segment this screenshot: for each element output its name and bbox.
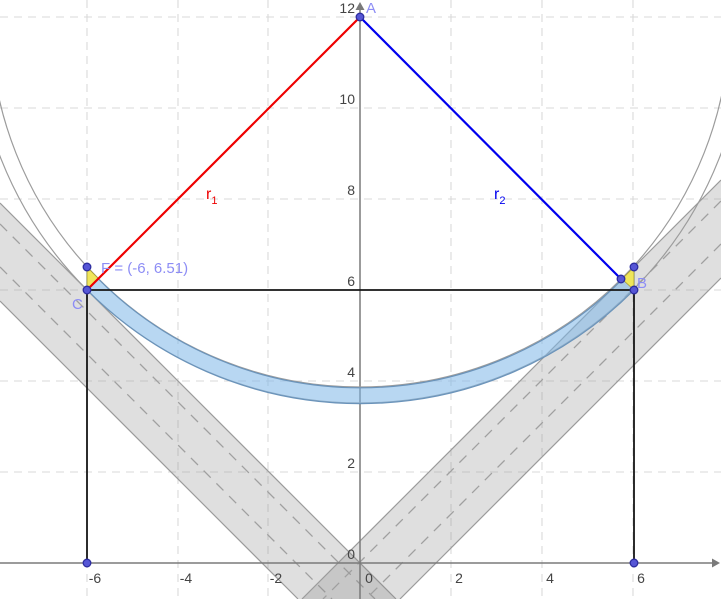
x-tick: -6 <box>89 570 102 586</box>
point-r2-end[interactable] <box>616 274 626 284</box>
label-point-f[interactable]: F = (-6, 6.51) <box>101 260 188 277</box>
point-bottom-right[interactable] <box>629 558 639 568</box>
y-axis-arrow-icon <box>355 2 365 10</box>
x-tick: 6 <box>637 570 645 586</box>
x-tick: 4 <box>546 570 554 586</box>
label-r2[interactable]: r2 <box>494 186 505 207</box>
yellow-triangle-right[interactable] <box>621 266 635 291</box>
band-right-dashed-line2[interactable] <box>365 243 721 599</box>
y-tick: 4 <box>347 364 355 380</box>
band-left-dashed-line[interactable] <box>0 223 376 599</box>
point-f[interactable] <box>82 262 92 272</box>
point-c[interactable] <box>82 285 92 295</box>
band-right-dashed-line[interactable] <box>322 200 721 599</box>
point-a[interactable] <box>355 12 365 22</box>
point-bottom-left[interactable] <box>82 558 92 568</box>
x-tick-labels: -6 -4 -2 0 2 4 6 <box>89 570 645 586</box>
label-point-b[interactable]: B <box>637 275 647 292</box>
y-tick: 8 <box>347 182 355 198</box>
band-left-dashed-line2[interactable] <box>0 266 333 599</box>
x-tick: 2 <box>455 570 463 586</box>
inner-circle[interactable] <box>0 0 721 388</box>
x-tick: -2 <box>270 570 283 586</box>
x-tick: -4 <box>180 570 193 586</box>
y-tick: 0 <box>347 546 355 562</box>
label-r1[interactable]: r1 <box>206 186 217 207</box>
point-right-upper[interactable] <box>629 262 639 272</box>
label-point-c[interactable]: C <box>72 296 83 313</box>
y-tick: 10 <box>339 91 355 107</box>
points[interactable] <box>82 12 639 568</box>
y-tick: 2 <box>347 455 355 471</box>
y-tick: 12 <box>339 0 355 16</box>
segment-r1[interactable] <box>86 16 361 291</box>
segment-r2[interactable] <box>359 16 622 280</box>
point-b[interactable] <box>629 285 639 295</box>
label-point-a[interactable]: A <box>366 0 376 17</box>
x-tick: 0 <box>365 570 373 586</box>
y-tick-labels: 12 10 8 6 4 2 0 <box>339 0 355 562</box>
rectangle[interactable] <box>86 289 635 563</box>
y-tick: 6 <box>347 273 355 289</box>
x-axis-arrow-icon <box>712 558 720 568</box>
